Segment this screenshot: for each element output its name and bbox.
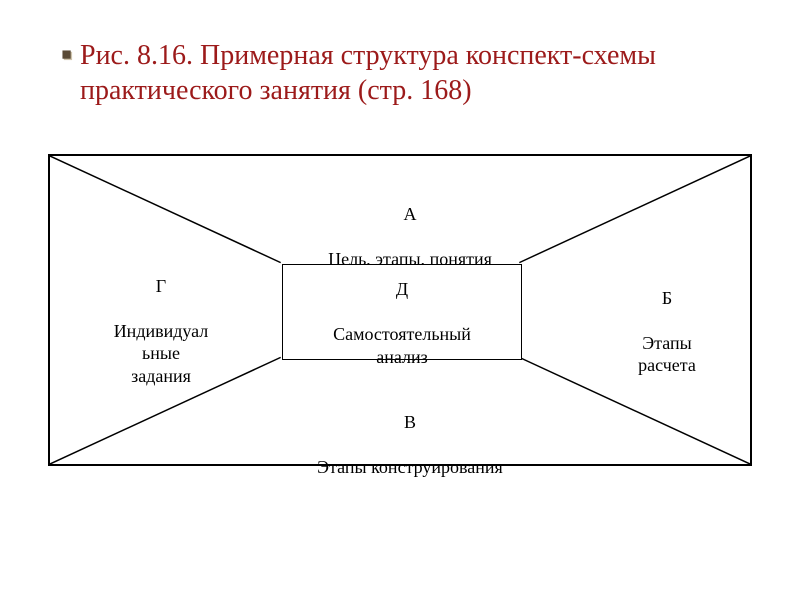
panel-right: Б Этапы расчета [602,264,732,377]
bullet-fill [62,50,70,58]
panel-bottom-letter: В [404,412,416,432]
panel-center-letter: Д [396,279,408,299]
panel-left-letter: Г [156,276,166,296]
bullet-square-icon [62,50,73,61]
title-block: Рис. 8.16. Примерная структура конспект-… [80,38,720,108]
panel-center: Д Самостоятельный анализ [333,256,471,369]
panel-center-box: Д Самостоятельный анализ [282,264,522,360]
panel-bottom-label: Этапы конструирования [317,457,503,477]
panel-right-letter: Б [662,288,672,308]
slide: Рис. 8.16. Примерная структура конспект-… [0,0,800,600]
panel-top-letter: А [404,204,417,224]
panel-left-label: Индивидуал ьные задания [114,321,209,386]
panel-left: Г Индивидуал ьные задания [86,252,236,387]
slide-title: Рис. 8.16. Примерная структура конспект-… [80,38,720,108]
perspective-diagram: А Цель, этапы, понятия Г Индивидуал ьные… [48,154,752,466]
panel-center-label: Самостоятельный анализ [333,324,471,367]
panel-bottom: В Этапы конструирования [280,388,540,478]
panel-right-label: Этапы расчета [638,333,696,376]
